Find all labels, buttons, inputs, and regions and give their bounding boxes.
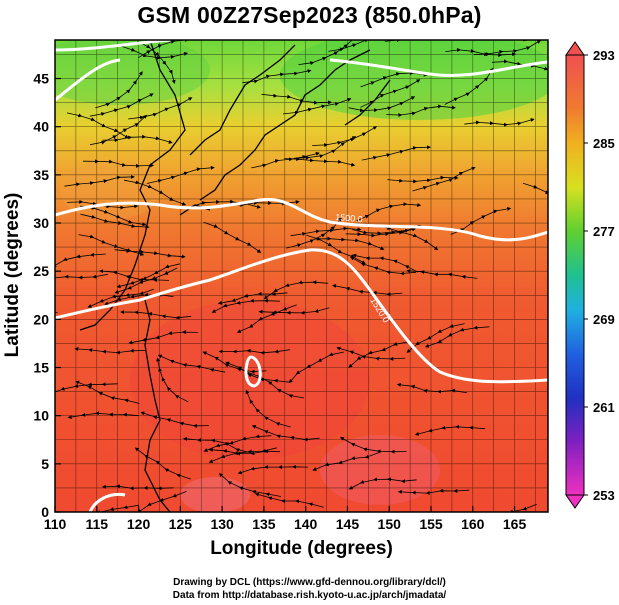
x-tick-label-115: 115 [85,516,108,532]
y-axis-label: Latitude (degrees) [2,192,23,358]
colorbar-tick-253: 253 [593,488,615,503]
x-tick-label-160: 160 [461,516,485,532]
y-tick-label-35: 35 [33,167,49,183]
x-tick-label-125: 125 [169,516,193,532]
x-tick-label-165: 165 [503,516,527,532]
y-tick-label-45: 45 [33,71,49,87]
x-tick-label-135: 135 [252,516,276,532]
colorbar-tick-277: 277 [593,224,615,239]
wind-streamlines [55,40,548,512]
y-tick-label-30: 30 [33,215,49,231]
chart-title: GSM 00Z27Sep2023 (850.0hPa) [137,2,482,28]
colorbar-tick-261: 261 [593,400,615,415]
x-tick-label-120: 120 [127,516,151,532]
x-tick-label-150: 150 [378,516,402,532]
colorbar-tick-285: 285 [593,136,615,151]
y-tick-label-25: 25 [33,263,49,279]
y-tick-label-15: 15 [33,360,49,376]
x-tick-label-145: 145 [336,516,360,532]
colorbar-tick-269: 269 [593,312,615,327]
y-tick-label-5: 5 [41,456,49,472]
temperature-field [55,40,548,512]
x-tick-label-130: 130 [210,516,234,532]
plot-frame [54,39,549,513]
contour-label-1500: 1500.0 [335,212,363,224]
credit-drawing: Drawing by DCL (https://www.gfd-dennou.o… [173,577,446,588]
x-tick-label-140: 140 [294,516,318,532]
x-axis-label: Longitude (degrees) [210,538,393,559]
y-tick-label-20: 20 [33,311,49,327]
colorbar: 293 285 277 269 261 253 [565,41,615,509]
x-axis: 110 115 120 125 130 135 140 145 150 155 160 165 [44,506,527,532]
x-tick-label-110: 110 [44,516,67,532]
x-tick-label-155: 155 [419,516,443,532]
y-tick-label-0: 0 [41,504,49,520]
colorbar-tick-293: 293 [593,48,615,63]
height-contours [55,40,548,512]
y-tick-label-10: 10 [33,408,49,424]
credit-data: Data from http://database.rish.kyoto-u.a… [172,590,447,601]
y-axis: 0 5 10 15 20 25 30 35 40 45 [33,71,61,520]
y-tick-label-40: 40 [33,119,49,135]
